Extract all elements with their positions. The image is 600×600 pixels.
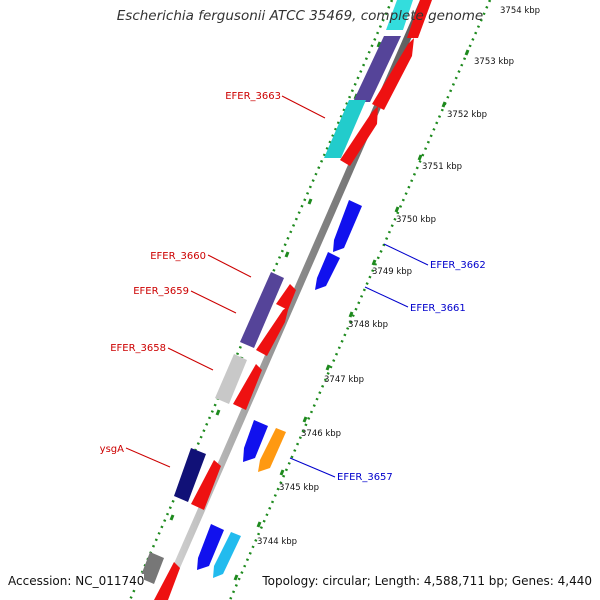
gene-block bbox=[174, 448, 206, 502]
gene-block bbox=[340, 106, 378, 166]
genome-backbone bbox=[158, 0, 428, 600]
gene-block bbox=[315, 252, 340, 290]
gene-block bbox=[256, 306, 289, 356]
gene-block bbox=[386, 0, 413, 30]
forward-leader-lines bbox=[125, 95, 326, 468]
gene-block bbox=[140, 552, 164, 584]
scale-label: 3744 kbp bbox=[257, 537, 297, 547]
gene-label-efer-3659[interactable]: EFER_3659 bbox=[133, 286, 189, 297]
gene-label-ysga[interactable]: ysgA bbox=[100, 444, 124, 455]
reverse-leader-lines bbox=[289, 243, 429, 478]
gene-label-efer-3657[interactable]: EFER_3657 bbox=[337, 472, 393, 483]
scale-label: 3745 kbp bbox=[279, 483, 319, 493]
gene-block bbox=[233, 364, 262, 410]
gene-block bbox=[372, 38, 414, 110]
scale-label: 3748 kbp bbox=[348, 320, 388, 330]
gene-block bbox=[407, 0, 432, 38]
gene-block bbox=[191, 460, 221, 510]
genome-summary-text: Topology: circular; Length: 4,588,711 bp… bbox=[262, 574, 592, 588]
scale-label: 3754 kbp bbox=[500, 6, 540, 16]
gene-block bbox=[213, 532, 241, 578]
gene-block bbox=[324, 100, 366, 158]
gene-block bbox=[276, 284, 296, 310]
scale-label: 3746 kbp bbox=[301, 429, 341, 439]
gene-label-efer-3660[interactable]: EFER_3660 bbox=[150, 251, 206, 262]
gene-block bbox=[154, 562, 180, 600]
inner-major-ticks bbox=[233, 49, 470, 581]
gene-block bbox=[353, 36, 401, 102]
scale-label: 3749 kbp bbox=[372, 267, 412, 277]
scale-label: 3753 kbp bbox=[474, 57, 514, 67]
scale-label: 3752 kbp bbox=[447, 110, 487, 120]
gene-block bbox=[333, 200, 362, 252]
gene-label-efer-3661[interactable]: EFER_3661 bbox=[410, 303, 466, 314]
gene-block bbox=[258, 428, 286, 472]
scale-label: 3750 kbp bbox=[396, 215, 436, 225]
gene-block bbox=[240, 272, 284, 348]
gene-block bbox=[243, 420, 268, 462]
gene-block bbox=[215, 354, 247, 404]
gene-label-efer-3663[interactable]: EFER_3663 bbox=[225, 91, 281, 102]
scale-label: 3747 kbp bbox=[324, 375, 364, 385]
accession-text: Accession: NC_011740 bbox=[8, 574, 145, 588]
scale-label: 3751 kbp bbox=[422, 162, 462, 172]
gene-label-efer-3658[interactable]: EFER_3658 bbox=[110, 343, 166, 354]
gene-label-efer-3662[interactable]: EFER_3662 bbox=[430, 260, 486, 271]
gene-block bbox=[197, 524, 224, 570]
map-title: Escherichia fergusonii ATCC 35469, compl… bbox=[116, 8, 484, 24]
